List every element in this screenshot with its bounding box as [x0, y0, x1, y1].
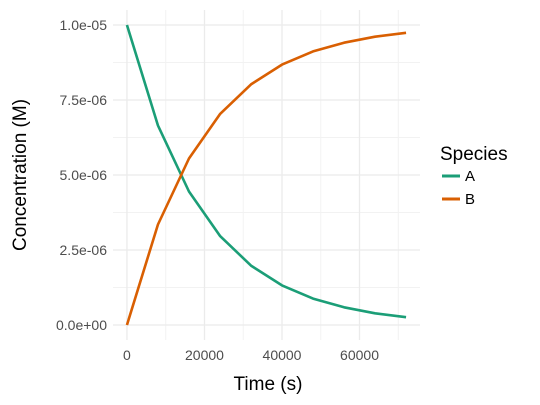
major-gridlines	[113, 10, 420, 340]
x-axis-title: Time (s)	[234, 374, 303, 395]
series-line-b	[125, 31, 407, 326]
series-lines	[125, 24, 407, 326]
legend: Species A B	[440, 144, 508, 208]
legend-label-a: A	[465, 168, 475, 185]
y-axis-tick-labels: 0.0e+00 2.5e-06 5.0e-06 7.5e-06 1.0e-05	[56, 17, 107, 333]
x-axis-tick-labels: 0 20000 40000 60000	[123, 347, 379, 363]
y-tick-label: 2.5e-06	[60, 242, 108, 258]
x-tick-label: 0	[123, 347, 131, 363]
y-tick-label: 1.0e-05	[60, 17, 108, 33]
x-tick-label: 60000	[340, 347, 379, 363]
x-tick-label: 40000	[263, 347, 302, 363]
y-tick-label: 5.0e-06	[60, 167, 108, 183]
x-tick-label: 20000	[185, 347, 224, 363]
y-axis-title: Concentration (M)	[10, 99, 31, 251]
y-tick-label: 0.0e+00	[56, 317, 107, 333]
series-line-a	[125, 24, 407, 319]
legend-title: Species	[440, 144, 508, 165]
y-tick-label: 7.5e-06	[60, 92, 108, 108]
legend-label-b: B	[465, 191, 475, 208]
